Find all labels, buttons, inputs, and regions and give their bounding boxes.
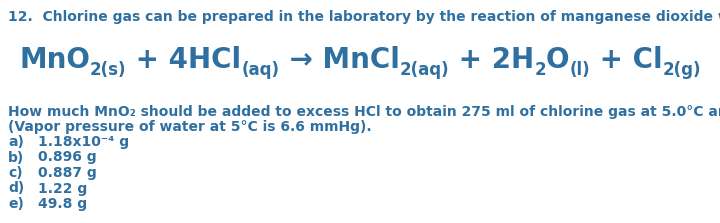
Text: (l): (l) — [570, 61, 590, 79]
Text: + 4HCl: + 4HCl — [127, 46, 241, 74]
Text: How much MnO₂ should be added to excess HCl to obtain 275 ml of chlorine gas at : How much MnO₂ should be added to excess … — [8, 105, 720, 119]
Text: + 2H: + 2H — [449, 46, 534, 74]
Text: e): e) — [8, 197, 24, 211]
Text: 2(g): 2(g) — [662, 61, 701, 79]
Text: b): b) — [8, 151, 24, 165]
Text: O: O — [546, 46, 570, 74]
Text: 12.  Chlorine gas can be prepared in the laboratory by the reaction of manganese: 12. Chlorine gas can be prepared in the … — [8, 10, 720, 24]
Text: a): a) — [8, 135, 24, 149]
Text: 1.22 g: 1.22 g — [38, 182, 87, 196]
Text: 1.18x10⁻⁴ g: 1.18x10⁻⁴ g — [38, 135, 129, 149]
Text: MnO: MnO — [19, 46, 90, 74]
Text: 2(aq): 2(aq) — [400, 61, 449, 79]
Text: 2(s): 2(s) — [90, 61, 127, 79]
Text: c): c) — [8, 166, 22, 180]
Text: 0.896 g: 0.896 g — [38, 151, 96, 165]
Text: + Cl: + Cl — [590, 46, 662, 74]
Text: (Vapor pressure of water at 5°C is 6.6 mmHg).: (Vapor pressure of water at 5°C is 6.6 m… — [8, 120, 372, 134]
Text: → MnCl: → MnCl — [279, 46, 400, 74]
Text: 2: 2 — [534, 61, 546, 79]
Text: 49.8 g: 49.8 g — [38, 197, 87, 211]
Text: 0.887 g: 0.887 g — [38, 166, 96, 180]
Text: (aq): (aq) — [241, 61, 279, 79]
Text: d): d) — [8, 182, 24, 196]
